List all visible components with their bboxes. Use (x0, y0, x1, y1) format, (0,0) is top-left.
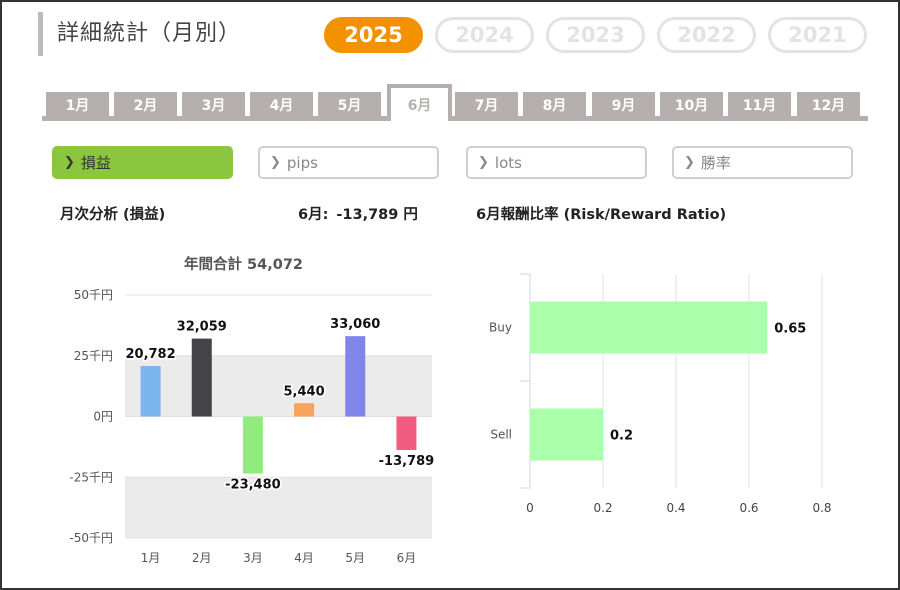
chevron-right-icon: ❯ (478, 155, 489, 170)
plot-band (125, 355, 432, 417)
data-label: 20,782 (125, 347, 175, 362)
tab-month-4[interactable]: 4月 (250, 92, 313, 118)
year-2021-button[interactable]: 2021 (768, 17, 867, 53)
metric-profit-label: 損益 (80, 154, 111, 172)
tab-month-12[interactable]: 12月 (797, 92, 860, 118)
metric-lots-button[interactable]: ❯ lots (466, 146, 647, 179)
page-title: 詳細統計（月別） (57, 21, 242, 46)
y-tick-label: 50千円 (74, 288, 113, 302)
x-tick-label: 5月 (345, 551, 365, 565)
chevron-right-icon: ❯ (270, 155, 281, 170)
x-tick-label: 0.8 (812, 501, 831, 515)
bar (242, 416, 263, 474)
year-selector: 2025 2024 2023 2022 2021 (324, 17, 867, 53)
month-tabs: 1月 2月 3月 4月 5月 6月 7月 8月 9月 10月 11月 12月 (42, 84, 868, 121)
metric-winrate-label: 勝率 (700, 154, 731, 172)
tab-month-3[interactable]: 3月 (182, 92, 245, 118)
y-tick-label: Sell (490, 428, 512, 442)
chevron-right-icon: ❯ (64, 155, 75, 170)
chevron-right-icon: ❯ (684, 155, 695, 170)
tab-month-9[interactable]: 9月 (592, 92, 655, 118)
metric-winrate-button[interactable]: ❯ 勝率 (672, 146, 853, 179)
x-tick-label: 0.4 (666, 501, 685, 515)
month-tabs-baseline (42, 116, 868, 121)
data-label: 33,060 (330, 317, 380, 332)
bar (396, 416, 417, 451)
data-label: -13,789 (379, 454, 435, 469)
bar (191, 338, 212, 417)
tab-month-2[interactable]: 2月 (114, 92, 177, 118)
metric-pips-button[interactable]: ❯ pips (258, 146, 439, 179)
month-result-label: 6月: (298, 207, 329, 223)
title-bar: 詳細統計（月別） (38, 12, 241, 56)
bar (345, 336, 366, 417)
x-tick-label: 3月 (243, 551, 263, 565)
risk-reward-chart: 0 0.2 0.4 0.6 0.8 0.65 Buy 0.2 Sell (489, 273, 832, 515)
x-tick-label: 1月 (141, 551, 161, 565)
bar (140, 365, 161, 417)
monthly-profit-chart: 50千円 25千円 0円 -25千円 -50千円 20,782 1月 32,059 2月 -23,… (69, 288, 435, 565)
metric-pips-label: pips (286, 153, 318, 172)
plot-band (125, 477, 432, 538)
metric-profit-button[interactable]: ❯ 損益 (52, 146, 233, 179)
x-tick-label: 0 (526, 501, 534, 515)
metric-lots-label: lots (494, 153, 522, 172)
tab-month-8[interactable]: 8月 (523, 92, 586, 118)
y-tick-label: 25千円 (74, 349, 113, 363)
tab-month-1[interactable]: 1月 (46, 92, 109, 118)
bar (294, 403, 315, 417)
y-tick-label: -25千円 (69, 470, 113, 484)
y-tick-label: Buy (489, 321, 512, 335)
year-2022-button[interactable]: 2022 (657, 17, 756, 53)
x-tick-label: 6月 (397, 551, 417, 565)
month-result-value: -13,789 円 (336, 207, 418, 223)
tab-month-11[interactable]: 11月 (728, 92, 791, 118)
x-tick-label: 2月 (192, 551, 212, 565)
tab-month-5[interactable]: 5月 (318, 92, 381, 118)
x-tick-label: 4月 (294, 551, 314, 565)
tab-month-10[interactable]: 10月 (660, 92, 723, 118)
data-label: 0.2 (610, 429, 633, 444)
bar (530, 408, 603, 461)
x-tick-label: 0.2 (593, 501, 612, 515)
rr-ratio-heading: 6月報酬比率 (Risk/Reward Ratio) (476, 207, 727, 223)
year-2024-button[interactable]: 2024 (435, 17, 534, 53)
x-tick-label: 0.6 (739, 501, 758, 515)
data-label: 0.65 (774, 322, 806, 337)
tab-month-7[interactable]: 7月 (455, 92, 518, 118)
y-tick-label: 0円 (93, 410, 113, 424)
monthly-analysis-heading: 月次分析 (損益) (60, 207, 166, 223)
y-tick-label: -50千円 (69, 531, 113, 545)
data-label: 32,059 (177, 320, 227, 335)
year-2023-button[interactable]: 2023 (546, 17, 645, 53)
data-label: 5,440 (284, 384, 325, 399)
year-2025-button[interactable]: 2025 (324, 17, 423, 53)
data-label: -23,480 (225, 478, 281, 493)
annual-total: 年間合計 54,072 (184, 257, 304, 273)
bar (530, 301, 768, 354)
month-result: 6月: -13,789 円 (298, 203, 418, 224)
tab-month-6[interactable]: 6月 (387, 84, 452, 121)
